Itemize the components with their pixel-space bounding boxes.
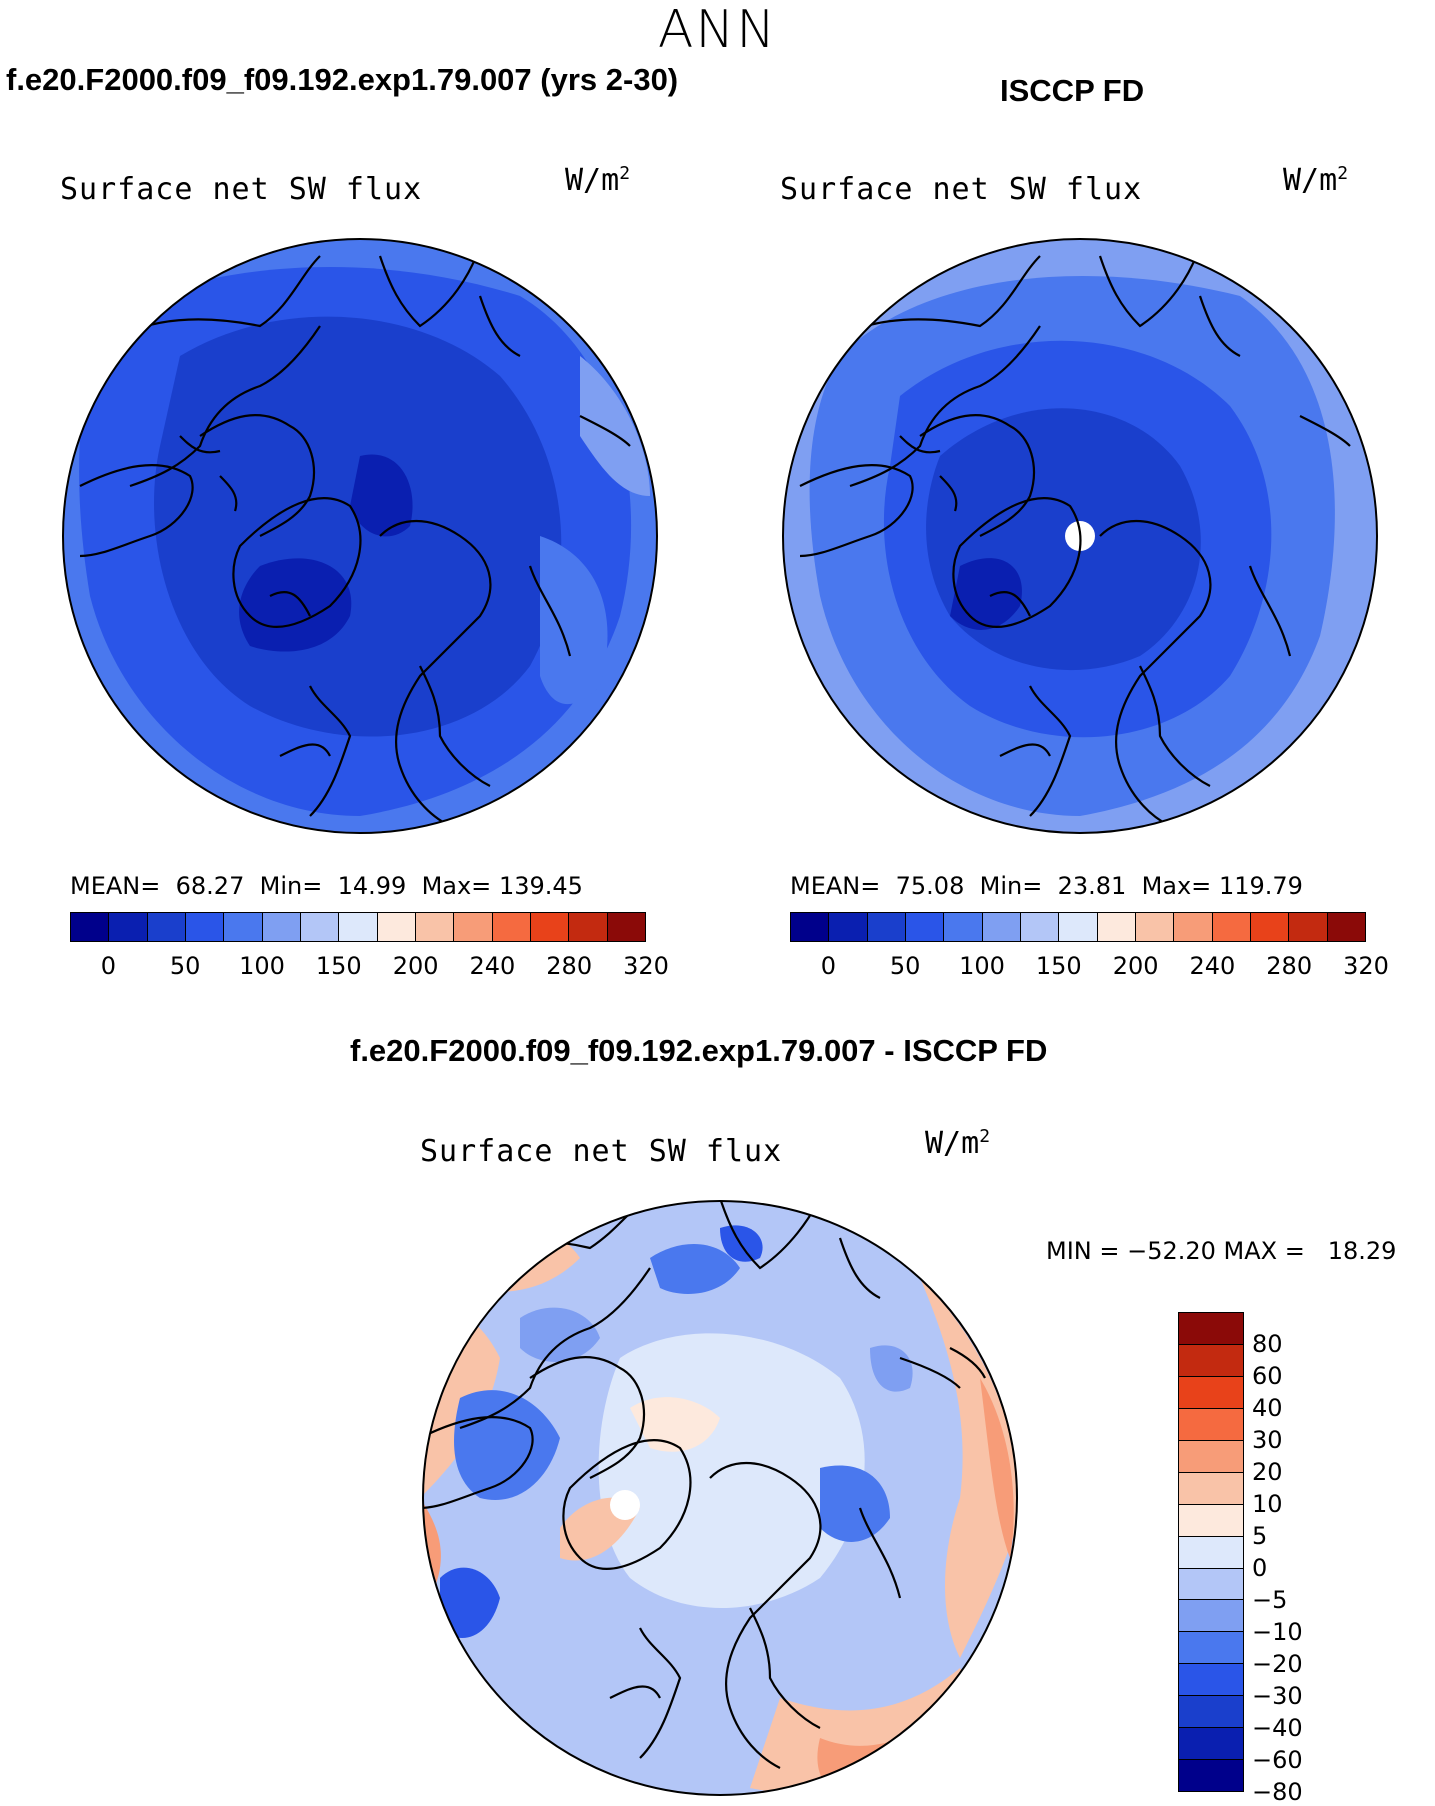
colorbar-tick-label: −5 xyxy=(1252,1586,1288,1614)
colorbar-tick-label: 200 xyxy=(1112,952,1159,980)
colorbar-swatch xyxy=(339,913,378,941)
colorbar-tick-label: 280 xyxy=(546,952,593,980)
model-case-title: f.e20.F2000.f09_f09.192.exp1.79.007 (yrs… xyxy=(6,62,679,97)
model-polar-map xyxy=(62,238,658,834)
colorbar-tick-label: 320 xyxy=(1343,952,1389,980)
season-title: ANN xyxy=(657,0,778,60)
colorbar-swatch xyxy=(1097,913,1136,941)
obs-colorbar-ticks: 0 50 100 150 200 240 280 320 xyxy=(790,952,1389,982)
colorbar-swatch xyxy=(185,913,225,941)
colorbar-tick-label: 200 xyxy=(392,952,439,980)
colorbar-swatch xyxy=(1135,913,1175,941)
colorbar-swatch xyxy=(1179,1376,1243,1409)
diff-case-title: f.e20.F2000.f09_f09.192.exp1.79.007 - IS… xyxy=(350,1033,1048,1068)
model-unit-label: W/m2 xyxy=(565,163,631,198)
obs-polar-map xyxy=(782,238,1378,834)
colorbar-swatch xyxy=(415,913,455,941)
colorbar-tick-label: 50 xyxy=(889,952,921,980)
colorbar-swatch xyxy=(569,913,608,941)
colorbar-swatch xyxy=(607,913,645,941)
colorbar-swatch xyxy=(1179,1664,1243,1697)
colorbar-swatch xyxy=(1289,913,1328,941)
colorbar-swatch xyxy=(1179,1568,1243,1601)
diff-colorbar xyxy=(1178,1312,1244,1792)
diff-minmax: MIN = −52.20 MAX = 18.29 xyxy=(1046,1237,1397,1265)
colorbar-swatch xyxy=(1020,913,1060,941)
colorbar-tick-label: −10 xyxy=(1252,1618,1303,1646)
colorbar-swatch xyxy=(1327,913,1365,941)
diff-unit-label: W/m2 xyxy=(925,1126,991,1161)
colorbar-tick-label: 20 xyxy=(1252,1458,1283,1486)
obs-variable-label: Surface net SW flux xyxy=(780,172,1143,207)
colorbar-swatch xyxy=(1179,1632,1243,1665)
colorbar-tick-label: 150 xyxy=(315,952,362,980)
colorbar-swatch xyxy=(905,913,945,941)
diff-polar-map xyxy=(422,1200,1018,1796)
colorbar-swatch xyxy=(1179,1536,1243,1569)
colorbar-swatch xyxy=(224,913,263,941)
colorbar-swatch xyxy=(377,913,416,941)
colorbar-swatch xyxy=(109,913,148,941)
colorbar-tick-label: 320 xyxy=(623,952,669,980)
colorbar-tick-label: −20 xyxy=(1252,1650,1303,1678)
colorbar-swatch xyxy=(300,913,340,941)
colorbar-tick-label: 0 xyxy=(820,952,837,980)
colorbar-swatch xyxy=(1179,1440,1243,1473)
colorbar-swatch xyxy=(1059,913,1098,941)
model-colorbar xyxy=(70,912,646,942)
colorbar-tick-label: 100 xyxy=(959,952,1005,980)
colorbar-swatch xyxy=(1179,1408,1243,1441)
colorbar-tick-label: −60 xyxy=(1252,1746,1303,1774)
colorbar-swatch xyxy=(1212,913,1251,941)
colorbar-tick-label: 150 xyxy=(1035,952,1082,980)
obs-stats: MEAN= 75.08 Min= 23.81 Max= 119.79 xyxy=(790,872,1303,900)
colorbar-tick-label: 50 xyxy=(169,952,201,980)
colorbar-swatch xyxy=(982,913,1021,941)
colorbar-tick-label: 100 xyxy=(239,952,285,980)
colorbar-tick-label: 40 xyxy=(1252,1394,1283,1422)
model-variable-label: Surface net SW flux xyxy=(60,172,423,207)
colorbar-tick-label: 80 xyxy=(1252,1330,1283,1358)
colorbar-swatch xyxy=(1179,1472,1243,1505)
colorbar-swatch xyxy=(492,913,531,941)
colorbar-tick-label: 0 xyxy=(1252,1554,1268,1582)
model-colorbar-ticks: 0 50 100 150 200 240 280 320 xyxy=(70,952,669,982)
colorbar-swatch xyxy=(1174,913,1213,941)
colorbar-tick-label: 240 xyxy=(469,952,516,980)
colorbar-swatch xyxy=(530,913,570,941)
colorbar-swatch xyxy=(71,913,110,941)
colorbar-swatch xyxy=(791,913,830,941)
colorbar-swatch xyxy=(1179,1600,1243,1633)
colorbar-swatch xyxy=(1179,1504,1243,1537)
colorbar-swatch xyxy=(944,913,983,941)
colorbar-swatch xyxy=(1179,1728,1243,1761)
obs-colorbar xyxy=(790,912,1366,942)
colorbar-tick-label: −80 xyxy=(1252,1778,1303,1806)
colorbar-tick-label: 5 xyxy=(1252,1522,1268,1550)
model-stats: MEAN= 68.27 Min= 14.99 Max= 139.45 xyxy=(70,872,583,900)
colorbar-tick-label: 60 xyxy=(1252,1362,1283,1390)
colorbar-tick-label: 280 xyxy=(1266,952,1313,980)
colorbar-tick-label: −40 xyxy=(1252,1714,1303,1742)
colorbar-tick-label: −30 xyxy=(1252,1682,1303,1710)
colorbar-swatch xyxy=(454,913,493,941)
colorbar-swatch xyxy=(1179,1760,1243,1792)
diff-colorbar-ticks: 80 60 40 30 20 10 5 0 −5 −10 −20 −30 −40 −60 −80 xyxy=(1252,1312,1352,1806)
colorbar-swatch xyxy=(1250,913,1290,941)
obs-case-title: ISCCP FD xyxy=(1000,73,1145,108)
colorbar-swatch xyxy=(829,913,868,941)
colorbar-swatch xyxy=(1179,1696,1243,1729)
colorbar-swatch xyxy=(1179,1344,1243,1377)
colorbar-swatch xyxy=(147,913,186,941)
colorbar-tick-label: 10 xyxy=(1252,1490,1283,1518)
colorbar-swatch xyxy=(262,913,301,941)
diff-variable-label: Surface net SW flux xyxy=(420,1134,783,1169)
colorbar-swatch xyxy=(867,913,906,941)
colorbar-tick-label: 240 xyxy=(1189,952,1236,980)
colorbar-swatch xyxy=(1179,1313,1243,1345)
colorbar-tick-label: 0 xyxy=(100,952,117,980)
obs-unit-label: W/m2 xyxy=(1283,163,1349,198)
colorbar-tick-label: 30 xyxy=(1252,1426,1283,1454)
